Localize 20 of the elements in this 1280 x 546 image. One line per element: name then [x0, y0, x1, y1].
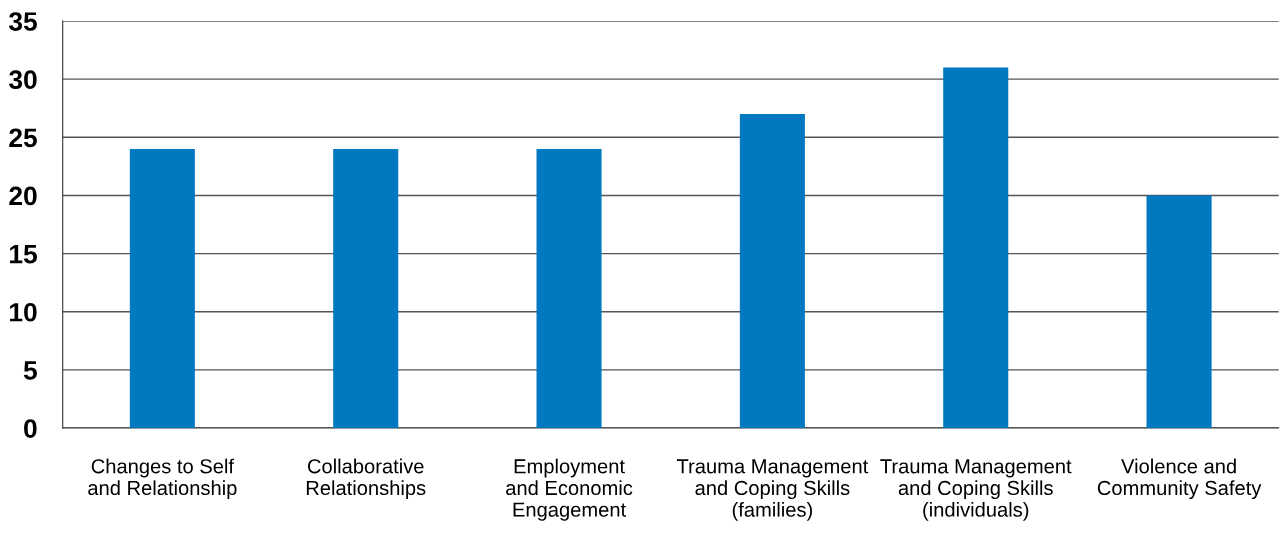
bar — [333, 148, 399, 429]
bar — [1146, 195, 1212, 429]
bar — [129, 148, 195, 429]
x-tick-label: Trauma Management and Coping Skills (individuals) — [880, 459, 1072, 521]
y-tick-label: 20 — [9, 186, 37, 206]
bar — [739, 114, 805, 429]
y-tick-label: 0 — [24, 419, 37, 438]
x-tick-label: Violence and Community Safety — [1097, 458, 1262, 500]
bar — [536, 148, 602, 429]
x-tick-label: Changes to Self and Relationship — [88, 458, 237, 500]
y-tick-label: 5 — [23, 361, 37, 380]
x-tick-label: Collaborative Relationships — [306, 458, 426, 500]
y-tick-label: 10 — [10, 302, 37, 322]
y-tick-label: 35 — [8, 12, 37, 31]
x-tick-label: Employment and Economic Engagement — [506, 458, 633, 521]
y-tick-label: 30 — [8, 70, 37, 90]
y-tick-label: 25 — [9, 128, 37, 148]
x-tick-label: Trauma Management and Coping Skills (families) — [676, 459, 869, 521]
bar — [943, 67, 1009, 429]
y-tick-label: 15 — [10, 245, 37, 264]
